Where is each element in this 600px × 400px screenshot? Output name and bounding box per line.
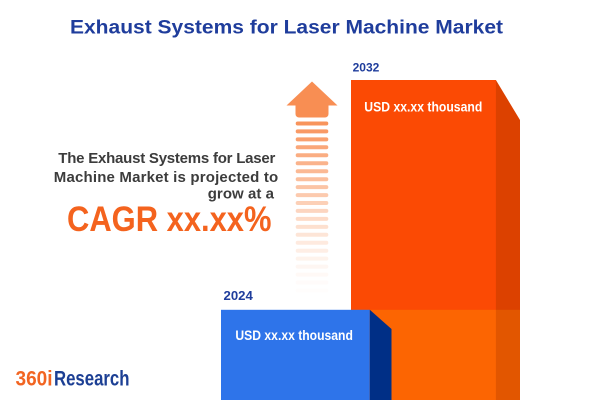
svg-text:Exhaust Systems for Laser Mach: Exhaust Systems for Laser Machine Market bbox=[70, 18, 504, 39]
svg-text:Research: Research bbox=[54, 367, 130, 391]
svg-text:360i: 360i bbox=[16, 367, 53, 391]
svg-text:The Exhaust Systems for Laser: The Exhaust Systems for Laser bbox=[58, 150, 275, 167]
svg-text:USD xx.xx thousand: USD xx.xx thousand bbox=[235, 328, 353, 343]
svg-text:2032: 2032 bbox=[353, 61, 380, 75]
svg-text:2024: 2024 bbox=[224, 288, 254, 303]
svg-text:Machine Market is projected to: Machine Market is projected to bbox=[54, 169, 278, 186]
svg-text:USD xx.xx thousand: USD xx.xx thousand bbox=[364, 99, 482, 114]
svg-text:CAGR xx.xx%: CAGR xx.xx% bbox=[67, 200, 272, 239]
svg-text:grow at a: grow at a bbox=[208, 185, 275, 202]
